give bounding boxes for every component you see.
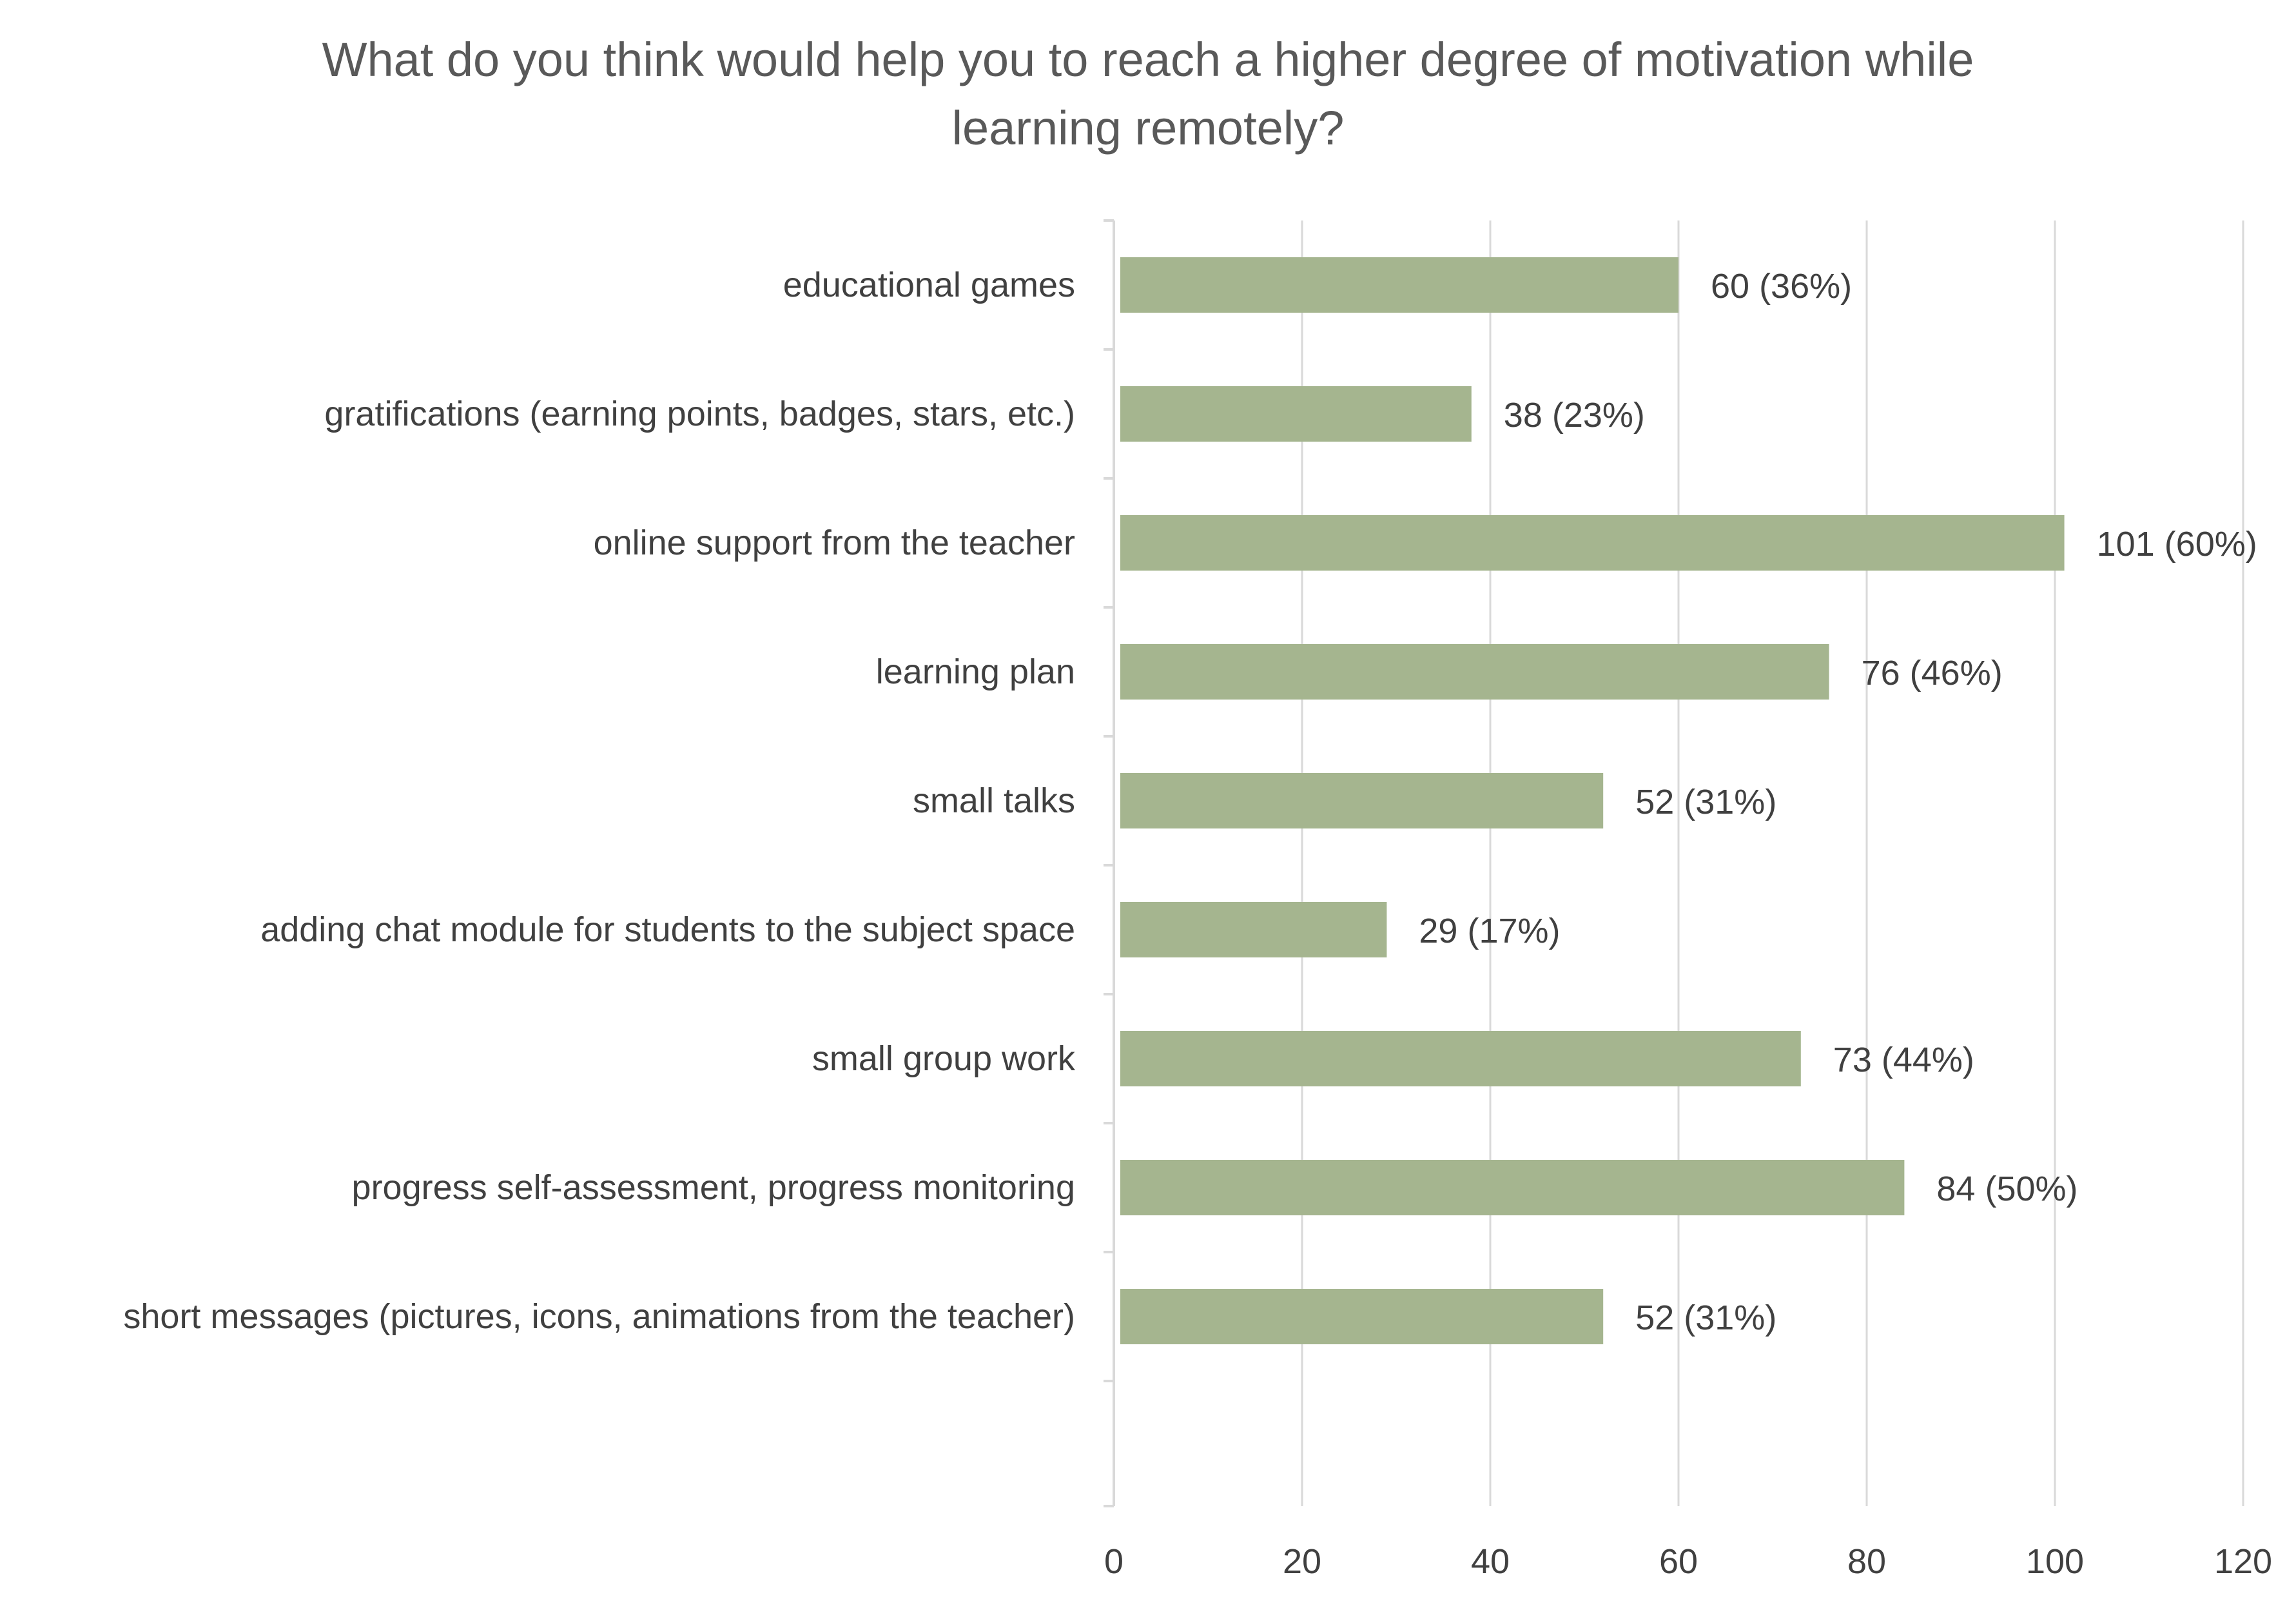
data-label: 52 (31%)	[1635, 783, 1776, 821]
data-labels: 60 (36%) 38 (23%) 101 (60%) 76 (46%) 52 (31%…	[1419, 267, 2257, 1337]
category-label: educational games	[783, 266, 1075, 304]
category-axis	[1104, 219, 1115, 1507]
data-label: 29 (17%)	[1419, 912, 1560, 950]
category-label: online support from the teacher	[594, 524, 1075, 562]
x-tick-label: 60	[1659, 1542, 1698, 1581]
category-labels: educational games gratifications (earning…	[123, 266, 1076, 1336]
data-label: 101 (60%)	[2097, 525, 2257, 563]
x-axis-tick-labels: 0 20 40 60 80 100 120	[1104, 1542, 2272, 1581]
data-label: 73 (44%)	[1833, 1041, 1974, 1079]
chart-title: What do you think would help you to reac…	[322, 33, 1974, 155]
x-tick-label: 80	[1847, 1542, 1886, 1581]
data-label: 52 (31%)	[1635, 1298, 1776, 1337]
x-tick-label: 20	[1283, 1542, 1321, 1581]
category-label: small group work	[812, 1039, 1076, 1078]
category-label: gratifications (earning points, badges, …	[324, 395, 1075, 433]
chart-title-line-1: What do you think would help you to reac…	[322, 33, 1974, 86]
category-label: adding chat module for students to the s…	[260, 910, 1075, 949]
category-label: small talks	[913, 781, 1075, 820]
x-tick-label: 120	[2214, 1542, 2272, 1581]
chart-title-line-2: learning remotely?	[952, 101, 1345, 155]
category-label: short messages (pictures, icons, animati…	[123, 1297, 1075, 1336]
bar	[1120, 644, 1829, 700]
x-tick-label: 0	[1104, 1542, 1124, 1581]
x-tick-label: 100	[2026, 1542, 2084, 1581]
bar	[1120, 773, 1604, 828]
bar	[1120, 902, 1387, 957]
category-label: learning plan	[876, 652, 1075, 691]
data-label: 84 (50%)	[1936, 1170, 2077, 1208]
bars	[1120, 257, 2065, 1344]
bar	[1120, 515, 2065, 571]
bar	[1120, 1289, 1604, 1344]
data-label: 60 (36%)	[1711, 267, 1852, 306]
bar	[1120, 1160, 1905, 1215]
category-label: progress self-assessment, progress monit…	[352, 1168, 1075, 1207]
bar	[1120, 1031, 1801, 1086]
data-label: 38 (23%)	[1504, 396, 1645, 435]
bar	[1120, 257, 1678, 313]
bar	[1120, 386, 1472, 442]
data-label: 76 (46%)	[1862, 654, 2003, 692]
x-tick-label: 40	[1471, 1542, 1510, 1581]
